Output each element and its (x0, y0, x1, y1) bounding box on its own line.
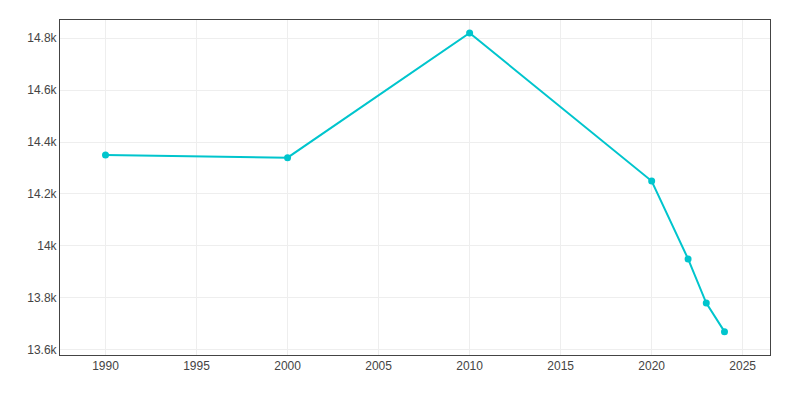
svg-text:14.8k: 14.8k (27, 31, 57, 45)
svg-text:1990: 1990 (92, 359, 119, 373)
svg-text:2010: 2010 (456, 359, 483, 373)
svg-text:14k: 14k (37, 239, 57, 253)
svg-text:2000: 2000 (274, 359, 301, 373)
svg-text:2015: 2015 (547, 359, 574, 373)
svg-text:13.8k: 13.8k (27, 291, 57, 305)
svg-text:2025: 2025 (729, 359, 756, 373)
svg-text:2020: 2020 (638, 359, 665, 373)
svg-text:14.6k: 14.6k (27, 83, 57, 97)
svg-text:13.6k: 13.6k (27, 343, 57, 357)
svg-text:1995: 1995 (183, 359, 210, 373)
svg-text:2005: 2005 (365, 359, 392, 373)
svg-text:14.2k: 14.2k (27, 187, 57, 201)
svg-text:14.4k: 14.4k (27, 135, 57, 149)
